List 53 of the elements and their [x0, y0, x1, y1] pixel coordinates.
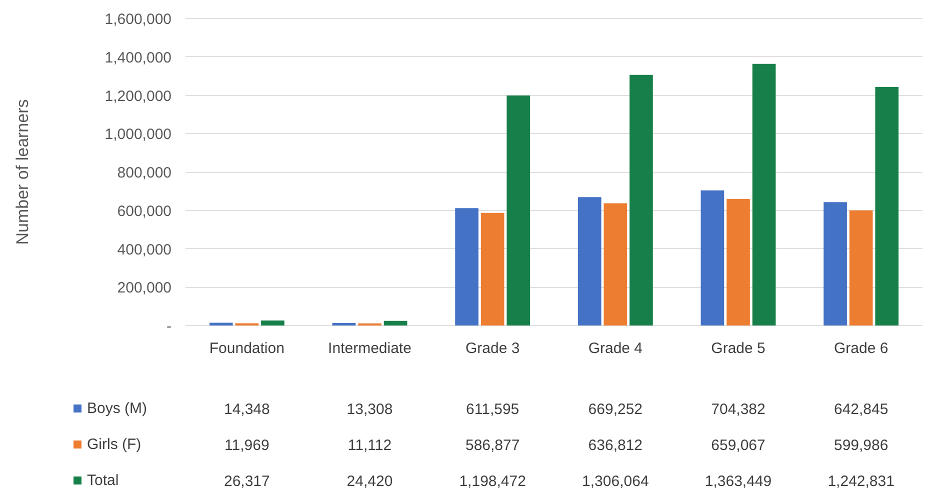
data-label: 669,252 — [588, 401, 643, 418]
y-tick-label: - — [166, 318, 172, 335]
bar — [261, 320, 284, 326]
bar — [480, 212, 504, 326]
bar — [332, 322, 356, 326]
bar — [875, 87, 899, 326]
data-label: 13,308 — [346, 401, 393, 418]
y-tick-label: 1,600,000 — [104, 11, 172, 28]
bar — [455, 208, 478, 326]
data-label: 14,348 — [224, 401, 270, 418]
x-tick-label: Grade 5 — [711, 340, 766, 357]
data-label: 1,198,472 — [459, 473, 526, 490]
bar — [824, 202, 847, 326]
y-tick-label: 1,000,000 — [104, 126, 172, 144]
x-tick-label: Foundation — [209, 340, 284, 357]
legend-label: Girls (F) — [87, 435, 142, 453]
data-label: 26,317 — [224, 473, 270, 490]
y-tick-label: 200,000 — [117, 280, 172, 297]
data-label: 11,969 — [224, 437, 270, 454]
x-tick-label: Grade 4 — [588, 340, 643, 357]
data-label: 1,363,449 — [704, 473, 772, 490]
y-axis-title: Number of learners — [13, 99, 32, 245]
bar — [630, 74, 653, 326]
y-tick-label: 1,200,000 — [104, 88, 172, 105]
y-tick-label: 600,000 — [117, 202, 172, 220]
data-label: 659,067 — [711, 437, 766, 454]
bar — [384, 320, 408, 326]
data-label: 11,112 — [348, 437, 392, 454]
data-label: 24,420 — [346, 473, 393, 490]
data-label: 611,595 — [466, 401, 520, 418]
bar — [506, 96, 530, 326]
x-tick-label: Grade 3 — [465, 340, 520, 357]
legend-label: Boys (M) — [87, 399, 147, 417]
bar — [752, 64, 776, 326]
bar — [604, 203, 628, 326]
bar — [578, 197, 602, 326]
data-label: 1,306,064 — [582, 473, 649, 490]
bar — [209, 322, 233, 326]
y-tick-label: 800,000 — [117, 164, 172, 182]
data-label: 704,382 — [711, 401, 766, 418]
y-tick-label: 1,400,000 — [104, 49, 172, 66]
x-tick-label: Grade 6 — [834, 340, 888, 357]
data-label: 636,812 — [588, 437, 643, 454]
bar — [726, 199, 750, 326]
legend-label: Total — [87, 471, 119, 489]
x-tick-label: Intermediate — [328, 340, 412, 357]
bar — [849, 210, 873, 326]
data-label: 586,877 — [465, 437, 520, 454]
bar — [700, 190, 724, 326]
data-label: 599,986 — [834, 437, 888, 454]
data-label: 1,242,831 — [828, 473, 894, 490]
y-tick-label: 400,000 — [117, 241, 172, 258]
data-label: 642,845 — [834, 401, 888, 418]
